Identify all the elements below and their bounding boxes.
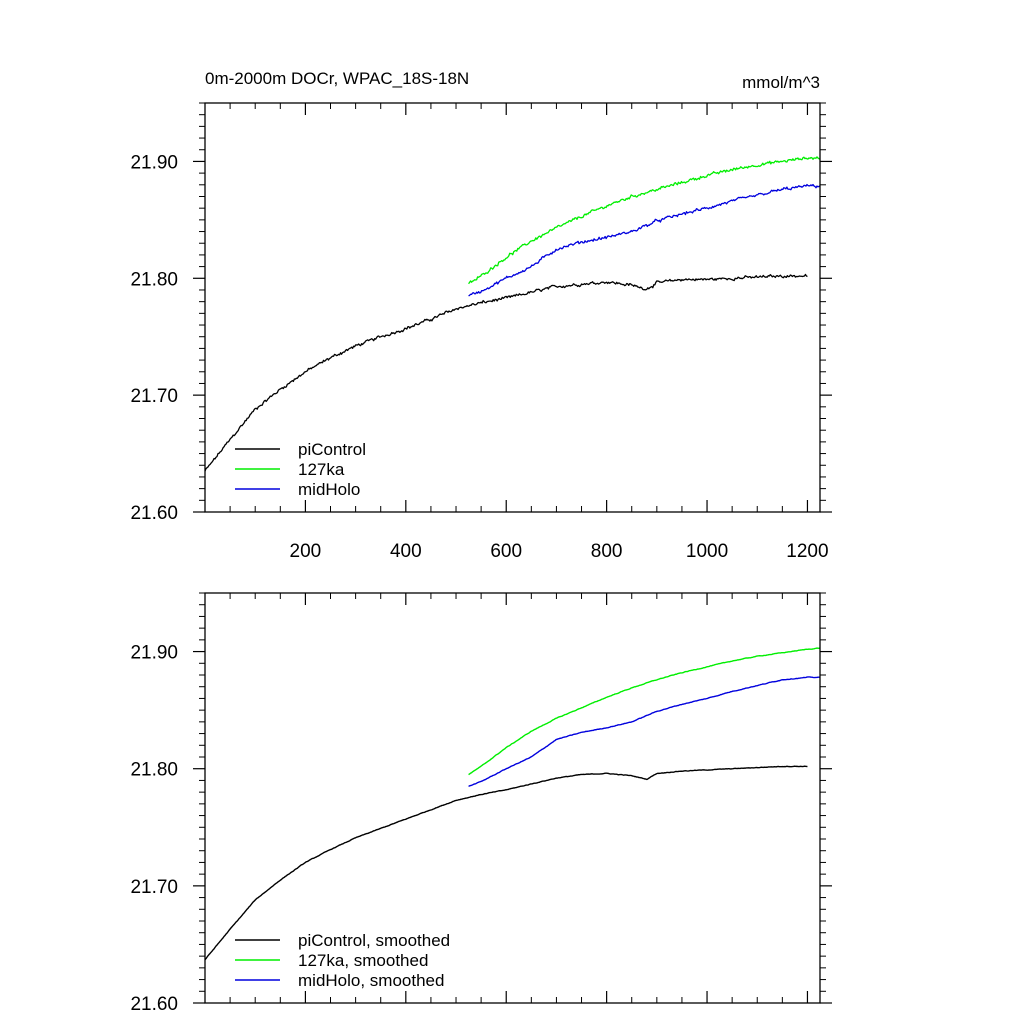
y-tick-label: 21.80 (130, 269, 178, 290)
x-tick-label: 1000 (686, 541, 728, 562)
series-line-midHolo (468, 676, 821, 788)
y-tick-label: 21.60 (130, 994, 178, 1015)
chart-panel-2: 21.60 21.70 21.80 21.90 piControl, smoothed1… (130, 592, 832, 1015)
panels: 200 400 600 800 1000 1200 21.60 21.70 21.80 21.90… (130, 102, 832, 1015)
plot-frame (204, 592, 821, 1004)
legend-label-piControl: piControl (298, 440, 366, 459)
series-line-midHolo (468, 183, 821, 297)
y-tick-label: 21.60 (130, 503, 178, 524)
series-line-127ka (468, 647, 821, 776)
x-tick-label: 600 (490, 541, 522, 562)
chart-title: 0m-2000m DOCr, WPAC_18S-18N (205, 69, 469, 88)
legend-label-127ka: 127ka (298, 460, 345, 479)
y-tick-label: 21.70 (130, 386, 178, 407)
x-tick-label: 800 (591, 541, 623, 562)
legend-label-127ka: 127ka, smoothed (298, 951, 428, 970)
legend-label-midHolo: midHolo, smoothed (298, 971, 444, 990)
units-label: mmol/m^3 (742, 73, 820, 92)
x-tick-label: 1200 (786, 541, 828, 562)
y-tick-label: 21.80 (130, 760, 178, 781)
series-line-127ka (468, 156, 821, 285)
x-tick-label: 400 (390, 541, 422, 562)
series-line-piControl (204, 765, 808, 961)
series-line-piControl (204, 273, 808, 472)
y-tick-label: 21.90 (130, 152, 178, 173)
x-tick-label: 200 (290, 541, 322, 562)
legend-label-midHolo: midHolo (298, 480, 360, 499)
chart-panel-1: 200 400 600 800 1000 1200 21.60 21.70 21.80 21.90… (130, 102, 832, 562)
legend-label-piControl: piControl, smoothed (298, 931, 450, 950)
y-tick-label: 21.90 (130, 643, 178, 664)
plot-frame (204, 102, 821, 513)
y-tick-label: 21.70 (130, 877, 178, 898)
